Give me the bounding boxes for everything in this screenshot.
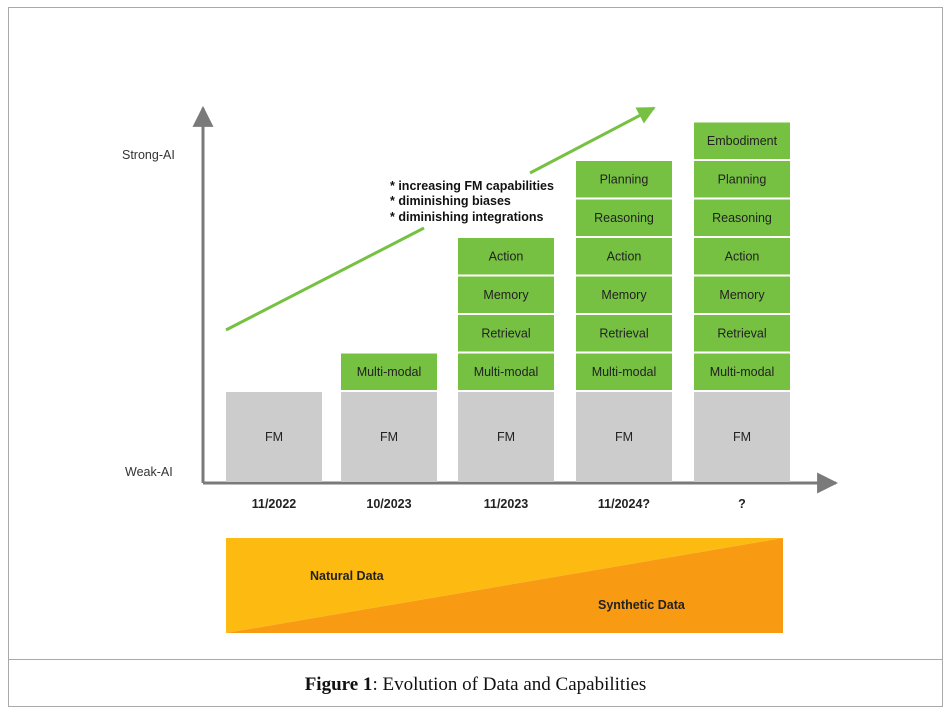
capability-block (576, 353, 672, 390)
capability-label: Planning (718, 172, 767, 186)
capability-label: Reasoning (594, 211, 654, 225)
capability-block (458, 353, 554, 390)
capability-block (576, 199, 672, 236)
fm-block (458, 392, 554, 482)
fm-block (226, 392, 322, 482)
capability-label: Planning (600, 172, 649, 186)
caption-prefix: Figure 1 (304, 674, 373, 695)
x-axis-label: 11/2023 (484, 497, 529, 511)
capability-block (458, 238, 554, 275)
natural-data-label: Natural Data (310, 569, 385, 583)
fm-label: FM (380, 430, 398, 444)
fm-block (576, 392, 672, 482)
capability-label: Memory (719, 288, 765, 302)
fm-label: FM (733, 430, 751, 444)
capability-label: Multi-modal (710, 365, 775, 379)
capability-block (576, 161, 672, 198)
fm-label: FM (265, 430, 283, 444)
capability-block (694, 315, 790, 352)
fm-label: FM (615, 430, 633, 444)
capability-label: Retrieval (599, 326, 648, 340)
capability-block (576, 315, 672, 352)
capability-label: Multi-modal (357, 365, 422, 379)
capability-block (694, 161, 790, 198)
capability-label: Multi-modal (474, 365, 539, 379)
x-axis-label: 11/2024? (598, 497, 650, 511)
trend-note: * diminishing biases (390, 194, 511, 208)
capability-block (694, 122, 790, 159)
capability-block (694, 199, 790, 236)
synthetic-data-region (226, 538, 783, 633)
fm-block (694, 392, 790, 482)
capability-block (458, 276, 554, 313)
capability-label: Retrieval (481, 326, 530, 340)
caption-text: : Evolution of Data and Capabilities (372, 674, 647, 695)
strong-ai-label: Strong-AI (122, 148, 175, 162)
capability-label: Retrieval (717, 326, 766, 340)
capability-label: Reasoning (712, 211, 772, 225)
figure-frame (8, 7, 943, 707)
capability-block (694, 353, 790, 390)
capability-block (458, 315, 554, 352)
trend-arrow-upper (529, 106, 656, 175)
trend-note: * diminishing integrations (390, 210, 544, 224)
capability-label: Action (725, 249, 760, 263)
capability-label: Memory (601, 288, 647, 302)
trend-arrow-lower (225, 226, 425, 332)
figure-caption: Figure 1: Evolution of Data and Capabili… (8, 659, 943, 707)
capability-label: Embodiment (707, 134, 778, 148)
capability-block (576, 276, 672, 313)
capability-label: Action (607, 249, 642, 263)
capability-block (341, 353, 437, 390)
trend-note: * increasing FM capabilities (390, 179, 554, 193)
capability-label: Memory (483, 288, 529, 302)
evolution-diagram: Strong-AI Weak-AI * increasing FM capabi… (122, 105, 839, 633)
capability-block (694, 276, 790, 313)
synthetic-data-label: Synthetic Data (598, 598, 686, 612)
x-axis-label: ? (738, 497, 746, 511)
capability-block (576, 238, 672, 275)
weak-ai-label: Weak-AI (125, 465, 173, 479)
capability-label: Action (489, 249, 524, 263)
capability-block (694, 238, 790, 275)
fm-block (341, 392, 437, 482)
capability-label: Multi-modal (592, 365, 657, 379)
x-axis-label: 10/2023 (366, 497, 411, 511)
fm-label: FM (497, 430, 515, 444)
capability-columns: FM 11/2022 FM Multi-modal 10/2023 FM Multi-mod… (226, 122, 790, 511)
x-axis-label: 11/2022 (252, 497, 297, 511)
